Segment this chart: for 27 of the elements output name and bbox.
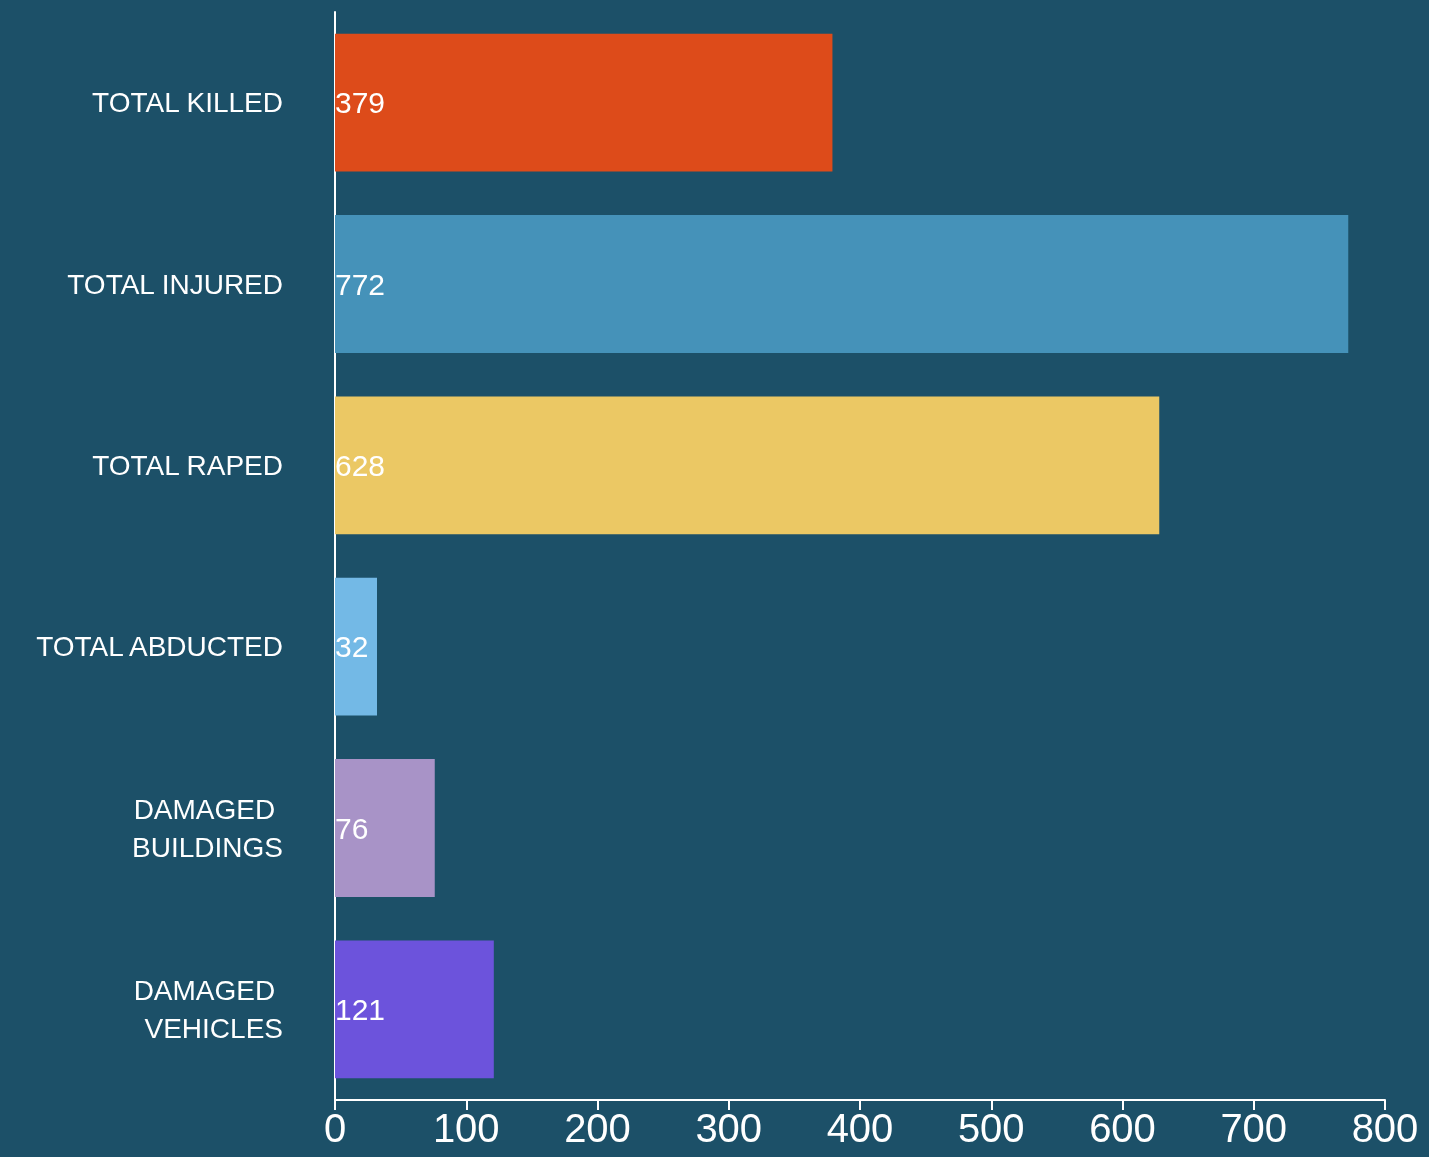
y-tick-label: DAMAGED BUILDINGS xyxy=(132,793,283,863)
x-tick-label: 700 xyxy=(1220,1106,1288,1150)
x-tick-label: 400 xyxy=(826,1106,894,1150)
bar xyxy=(335,759,435,897)
bar xyxy=(335,215,1349,353)
y-tick-label: TOTAL KILLED xyxy=(92,87,283,119)
y-tick-label: DAMAGED VEHICLES xyxy=(133,974,283,1044)
bar xyxy=(335,577,377,716)
bar xyxy=(335,33,833,172)
data-label: 76 xyxy=(335,811,369,845)
y-tick-label: TOTAL ABDUCTED xyxy=(36,631,283,663)
data-label: 379 xyxy=(335,86,386,120)
x-tick-label: 200 xyxy=(564,1106,631,1150)
bar xyxy=(335,940,494,1079)
data-label: 32 xyxy=(335,630,369,664)
x-tick-label: 800 xyxy=(1351,1106,1419,1150)
data-label: 121 xyxy=(335,992,386,1026)
data-label: 772 xyxy=(335,267,386,301)
data-label: 628 xyxy=(335,448,386,482)
x-tick-label: 500 xyxy=(957,1106,1025,1150)
bar xyxy=(335,396,1160,535)
x-tick-label: 0 xyxy=(323,1106,347,1150)
x-tick-label: 100 xyxy=(432,1106,500,1150)
y-tick-label: TOTAL INJURED xyxy=(67,268,283,300)
x-tick-label: 600 xyxy=(1089,1106,1156,1150)
y-tick-label: TOTAL RAPED xyxy=(92,449,283,481)
x-tick-label: 300 xyxy=(695,1106,763,1150)
